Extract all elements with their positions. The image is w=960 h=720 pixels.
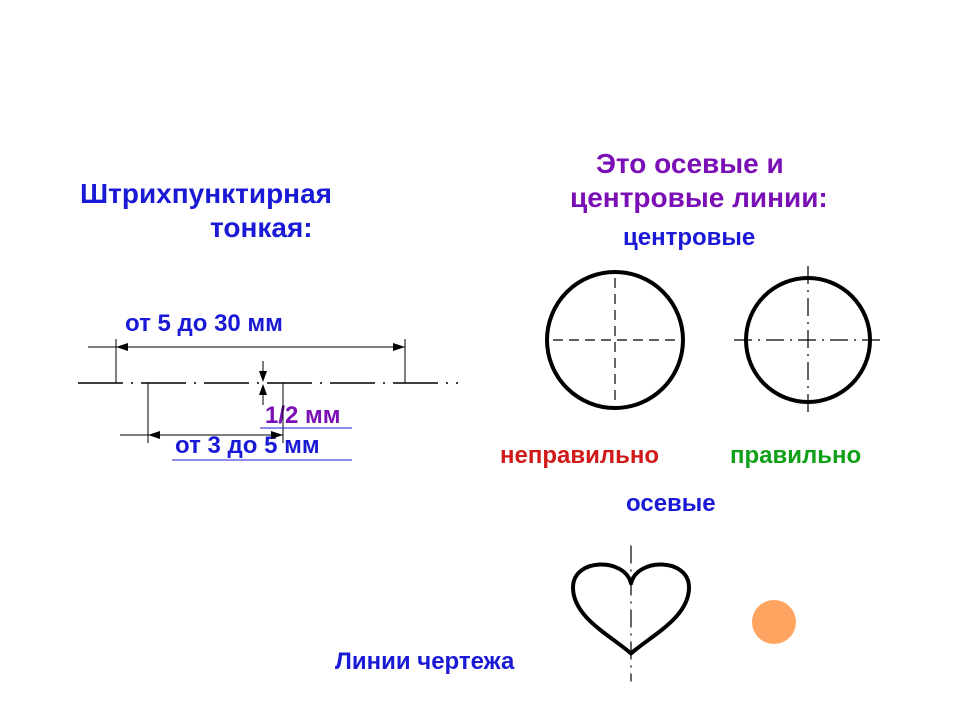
diagram-svg (0, 0, 960, 720)
